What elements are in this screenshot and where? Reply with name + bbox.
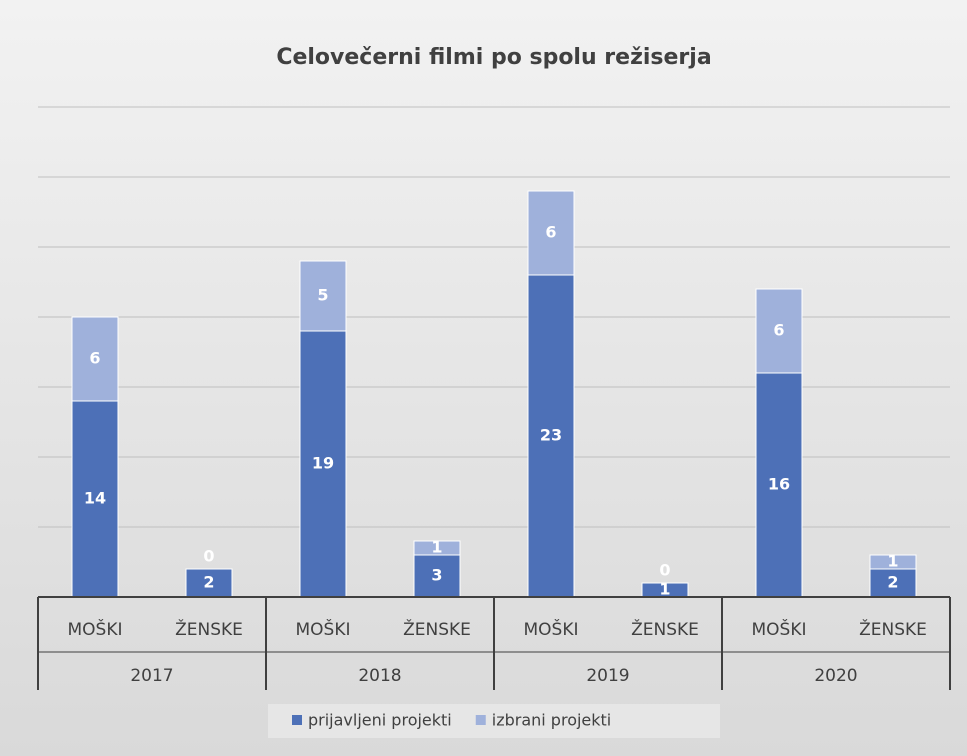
data-label: 5	[317, 286, 328, 305]
legend-swatch	[292, 715, 302, 725]
bar-segment	[527, 190, 575, 276]
bar-segment	[71, 400, 119, 598]
legend-label: prijavljeni projekti	[308, 711, 452, 730]
data-label: 1	[659, 580, 670, 599]
data-label: 1	[431, 538, 442, 557]
data-label: 16	[768, 475, 790, 494]
x-tick-label: ŽENSKE	[403, 618, 471, 640]
x-tick-label: MOŠKI	[751, 618, 806, 640]
data-label: 6	[545, 223, 556, 242]
data-label: 2	[203, 573, 214, 592]
data-label: 19	[312, 454, 334, 473]
bar-segment	[71, 316, 119, 402]
data-label: 6	[773, 321, 784, 340]
x-tick-label: ŽENSKE	[175, 618, 243, 640]
data-label: 1	[887, 552, 898, 571]
x-tick-label: MOŠKI	[67, 618, 122, 640]
data-label: 0	[203, 547, 214, 566]
x-tick-label: ŽENSKE	[631, 618, 699, 640]
bar-segment	[755, 372, 803, 598]
bar-segment	[869, 554, 917, 570]
bar-segment	[755, 288, 803, 374]
legend-swatch	[475, 715, 486, 725]
group-label: 2019	[586, 666, 629, 686]
legend-box	[268, 704, 720, 738]
data-label: 23	[540, 426, 562, 445]
data-label: 2	[887, 573, 898, 592]
x-tick-label: MOŠKI	[523, 618, 578, 640]
bar-segment	[299, 260, 347, 332]
x-tick-label: MOŠKI	[295, 618, 350, 640]
x-tick-label: ŽENSKE	[859, 618, 927, 640]
data-label: 6	[89, 349, 100, 368]
bar-segment	[413, 540, 461, 556]
group-label: 2020	[814, 666, 857, 686]
legend-label: izbrani projekti	[492, 711, 612, 730]
data-label: 3	[431, 566, 442, 585]
bar-segment	[299, 330, 347, 598]
data-label: 0	[659, 561, 670, 580]
group-label: 2017	[130, 666, 173, 686]
group-label: 2018	[358, 666, 401, 686]
chart-title: Celovečerni filmi po spolu režiserja	[276, 45, 711, 70]
data-label: 14	[84, 489, 106, 508]
bar-segment	[185, 568, 233, 598]
